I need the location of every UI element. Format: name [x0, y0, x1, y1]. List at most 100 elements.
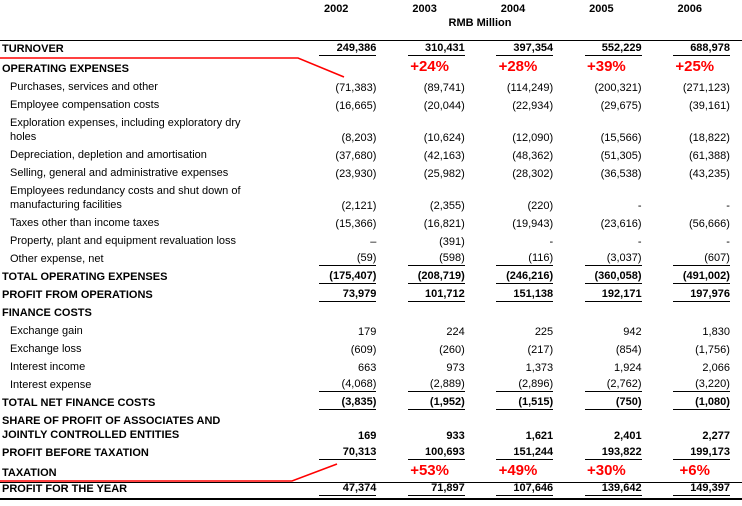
value: (607) [672, 252, 730, 266]
value-cell: 71,897 [388, 482, 476, 498]
value-cell: (2,762) [565, 378, 653, 394]
table-row: Exchange loss (609) (260) (217) (854) (1,756) [0, 340, 742, 358]
value: 688,978 [672, 42, 730, 56]
value: 70,313 [319, 446, 377, 460]
value: 1,830 [702, 326, 730, 338]
table-row: Selling, general and administrative expe… [0, 164, 742, 182]
table-row: Interest expense (4,068) (2,889) (2,896) (2,… [0, 376, 742, 394]
value: 310,431 [407, 42, 465, 56]
value: (208,719) [407, 270, 465, 284]
financial-table-rows: TURNOVER 249,386 310,431 397,354 552,229 688,… [0, 40, 742, 500]
value: 2,401 [614, 430, 642, 442]
value: (598) [407, 252, 465, 266]
row-label: SHARE OF PROFIT OF ASSOCIATES AND JOINTL… [2, 415, 221, 441]
value-cell: – [300, 236, 388, 250]
value-cell: (22,934) [477, 100, 565, 114]
value: 942 [623, 326, 642, 338]
value: (28,302) [512, 168, 554, 180]
row-label: FINANCE COSTS [2, 307, 92, 319]
growth-annotation: +24% [410, 58, 449, 75]
growth-annotation: +25% [675, 58, 715, 75]
value-cell: (114,249) [477, 82, 565, 96]
table-row: PROFIT BEFORE TAXATION 70,313 100,693 151,2… [0, 444, 742, 462]
value: (8,203) [341, 132, 377, 144]
growth-annotation: +6% [679, 462, 710, 479]
value: (220) [527, 200, 554, 212]
value: (609) [350, 344, 377, 356]
table-row: Exploration expenses, including explorat… [0, 114, 742, 146]
table-row: PROFIT FROM OPERATIONS 73,979 101,712 151,1… [0, 286, 742, 304]
row-label: OPERATING EXPENSES [2, 63, 129, 75]
value-cell: 151,138 [477, 288, 565, 304]
value-cell: 169 [300, 430, 388, 444]
value: - [726, 236, 730, 248]
value-cell: 101,712 [388, 288, 476, 304]
value-cell: (8,203) [300, 132, 388, 146]
value-cell: (37,680) [300, 150, 388, 164]
value: (200,321) [594, 82, 642, 94]
table-row: FINANCE COSTS [0, 304, 742, 322]
table-row: TOTAL OPERATING EXPENSES (175,407) (208,71… [0, 268, 742, 286]
value: (39,161) [688, 100, 730, 112]
value: 192,171 [584, 288, 642, 302]
row-label: Property, plant and equipment revaluatio… [10, 235, 237, 247]
value-cell: 224 [388, 326, 476, 340]
value-cell: (116) [477, 252, 565, 268]
value-cell: 1,830 [654, 326, 742, 340]
value-cell: - [565, 236, 653, 250]
value-cell: (15,366) [300, 218, 388, 232]
value-cell [300, 308, 388, 322]
value: (48,362) [512, 150, 554, 162]
value-cell: (18,822) [654, 132, 742, 146]
value: 73,979 [319, 288, 377, 302]
value: (51,305) [600, 150, 642, 162]
value: – [370, 236, 377, 248]
value-cell: 179 [300, 326, 388, 340]
value: (1,756) [695, 344, 730, 356]
value-cell: 100,693 [388, 446, 476, 462]
value: (3,037) [584, 252, 642, 266]
value: (1,515) [496, 396, 554, 410]
value: (36,538) [600, 168, 642, 180]
value: 225 [534, 326, 554, 338]
value-cell: (48,362) [477, 150, 565, 164]
value: (23,616) [600, 218, 642, 230]
value: (22,934) [512, 100, 554, 112]
value-cell: (23,616) [565, 218, 653, 232]
row-label: Interest income [10, 361, 86, 373]
value-cell: (61,388) [654, 150, 742, 164]
value: (116) [496, 252, 554, 266]
value-cell: (51,305) [565, 150, 653, 164]
value: (2,355) [429, 200, 465, 212]
value: 933 [446, 430, 465, 442]
value-cell: (3,037) [565, 252, 653, 268]
value-cell: 149,397 [654, 482, 742, 498]
value: (89,741) [423, 82, 465, 94]
value: 139,642 [584, 482, 642, 496]
row-label: TAXATION [2, 467, 57, 479]
value: (2,121) [341, 200, 377, 212]
value-cell: 688,978 [654, 42, 742, 58]
value-cell: (391) [388, 236, 476, 250]
value-cell: (1,952) [388, 396, 476, 412]
growth-annotation: +53% [410, 462, 449, 479]
value: 1,621 [525, 430, 554, 442]
value: (750) [584, 396, 642, 410]
value-cell: (10,624) [388, 132, 476, 146]
value-cell: 2,066 [654, 362, 742, 376]
table-row: PROFIT FOR THE YEAR 47,374 71,897 107,646 13… [0, 482, 742, 500]
value-cell: 1,621 [477, 430, 565, 444]
value: (16,665) [335, 100, 377, 112]
table-row: Other expense, net (59) (598) (116) (3,037) (… [0, 250, 742, 268]
value: (217) [527, 344, 554, 356]
value-cell: 192,171 [565, 288, 653, 304]
value: (16,821) [423, 218, 465, 230]
value-cell: (19,943) [477, 218, 565, 232]
value-cell: (16,821) [388, 218, 476, 232]
value-cell: (4,068) [300, 378, 388, 394]
unit-label: RMB Million [448, 17, 512, 29]
value-cell: (39,161) [654, 100, 742, 114]
value-cell: 1,373 [477, 362, 565, 376]
table-row: Purchases, services and other (71,383) (89… [0, 78, 742, 96]
